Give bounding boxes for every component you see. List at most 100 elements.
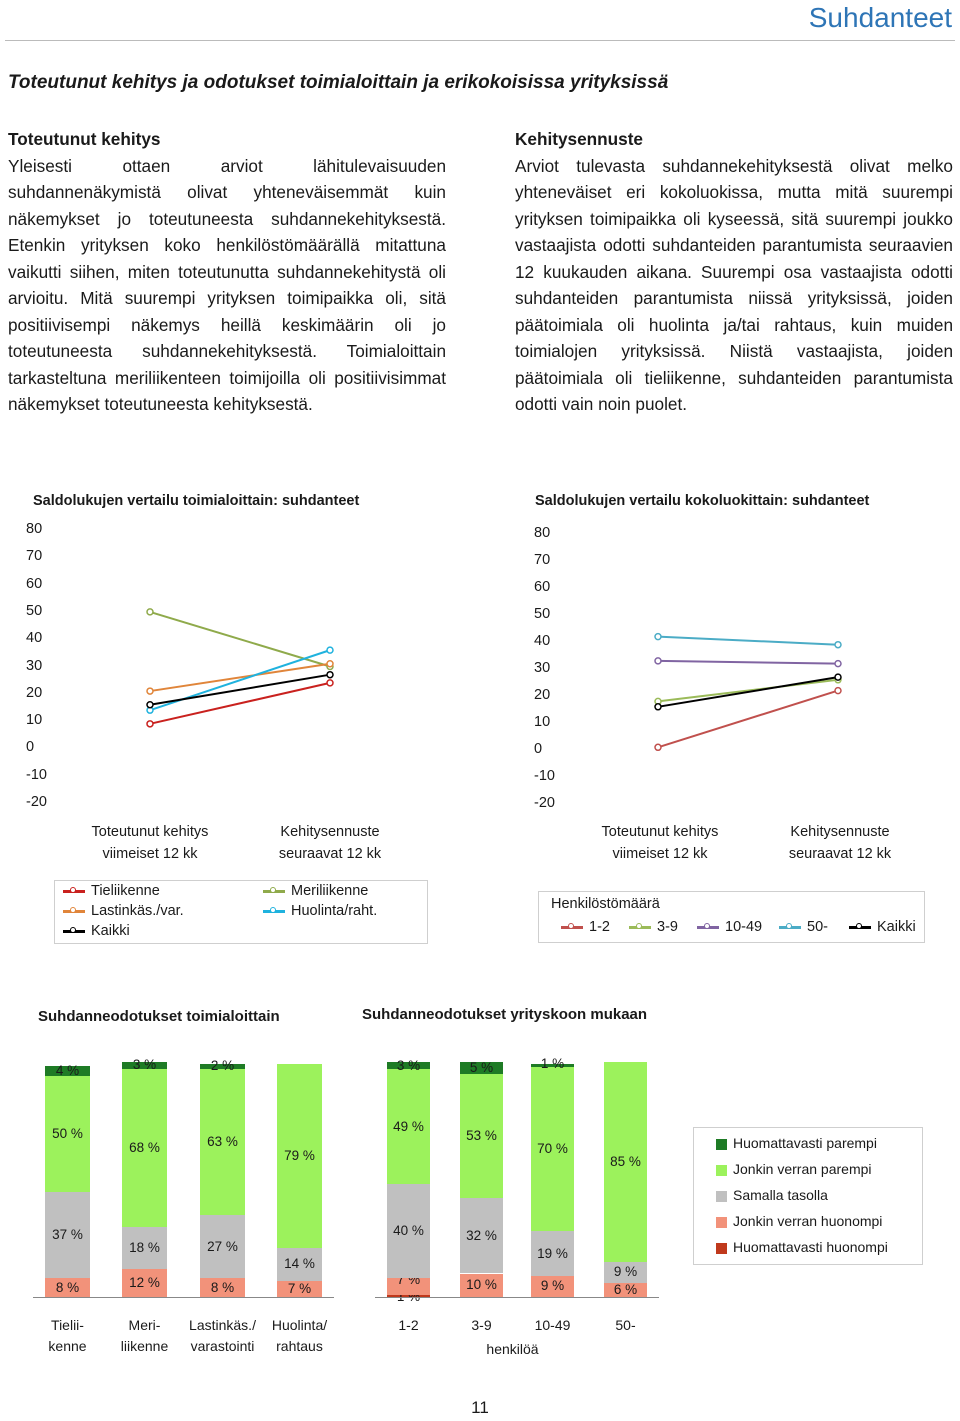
legend-item: 10-49 bbox=[697, 919, 762, 935]
bar-segment bbox=[45, 1278, 90, 1297]
y-tick-label: 10 bbox=[534, 714, 551, 730]
bar-segment bbox=[531, 1275, 574, 1297]
bar-category-label: 50- bbox=[615, 1317, 636, 1333]
left-column: Toteutunut kehitys Yleisesti ottaen arvi… bbox=[8, 126, 446, 418]
line-chart-title: Saldolukujen vertailu kokoluokittain: su… bbox=[535, 493, 870, 509]
y-tick-labels: 80 70 60 50 40 30 20 10 0 -10 -20 bbox=[0, 488, 60, 818]
bar-value-label: 70 % bbox=[537, 1140, 568, 1156]
legend-item: Meriliikenne bbox=[263, 883, 368, 899]
bar-value-label: 3 % bbox=[396, 1057, 421, 1073]
bar-segment bbox=[387, 1278, 430, 1295]
bar-value-label: 12 % bbox=[129, 1275, 160, 1291]
bar-segment bbox=[604, 1282, 647, 1297]
bar-chart-by-size: 1 % 7 % 40 % 49 % 3 % 1-2 10 % 32 % 53 % 5 % 3-9 9 … bbox=[350, 1040, 690, 1380]
bar-category-label: Huolinta/rahtaus bbox=[271, 1317, 328, 1354]
legend-swatch bbox=[716, 1216, 727, 1228]
series-line bbox=[657, 689, 839, 749]
line-chart-plot bbox=[654, 632, 842, 752]
data-point bbox=[326, 660, 334, 668]
bar-category-label: Meri-liikenne bbox=[120, 1317, 169, 1354]
bar-legend-item: Jonkin verran huonompi bbox=[716, 1213, 882, 1229]
legend-label: Huomattavasti huonompi bbox=[733, 1239, 888, 1255]
bar-segment bbox=[277, 1248, 322, 1281]
legend-swatch bbox=[716, 1242, 727, 1254]
y-tick-label: 40 bbox=[534, 633, 551, 649]
bar-chart-title-size: Suhdanneodotukset yrityskoon mukaan bbox=[362, 1006, 648, 1023]
bar-value-label: 18 % bbox=[129, 1240, 160, 1256]
bar-value-label: 79 % bbox=[284, 1148, 315, 1164]
bar-category-label: 10-49 bbox=[534, 1317, 571, 1333]
data-point bbox=[834, 659, 842, 668]
bar-chart-by-industry: 8 % 37 % 50 % 4 % Tielii-kenne 12 % 18 % 68 % 3 … bbox=[0, 1040, 350, 1380]
data-point bbox=[326, 646, 334, 654]
bar-segment bbox=[387, 1184, 430, 1279]
category-label-realized: Toteutunut kehitys viimeiset 12 kk bbox=[601, 824, 719, 862]
line-chart-by-industry: Saldolukujen vertailu toimialoittain: su… bbox=[0, 488, 480, 958]
y-tick-label: 40 bbox=[26, 630, 43, 647]
y-tick-label: 50 bbox=[26, 602, 43, 619]
data-point bbox=[146, 700, 154, 709]
bar-axis-line bbox=[375, 1297, 659, 1298]
bar-segment bbox=[200, 1278, 245, 1297]
y-tick-label: 30 bbox=[26, 657, 43, 674]
legend-title: Henkilöstömäärä bbox=[551, 896, 660, 912]
legend-swatch bbox=[716, 1164, 727, 1176]
y-tick-label: 0 bbox=[26, 739, 35, 756]
bar-segment bbox=[460, 1062, 503, 1074]
data-point bbox=[654, 657, 662, 665]
data-point bbox=[654, 632, 662, 641]
series-line bbox=[149, 673, 331, 706]
y-tick-label: 60 bbox=[534, 579, 551, 595]
y-tick-label: 80 bbox=[534, 525, 551, 541]
legend-swatch bbox=[716, 1190, 727, 1202]
series-line bbox=[657, 635, 839, 646]
data-point bbox=[654, 743, 662, 752]
bar-value-label: 9 % bbox=[613, 1264, 638, 1280]
left-heading: Toteutunut kehitys bbox=[8, 129, 161, 149]
line-chart-title: Saldolukujen vertailu toimialoittain: su… bbox=[33, 493, 360, 509]
bar-segment bbox=[531, 1066, 574, 1232]
legend-label: Jonkin verran huonompi bbox=[733, 1213, 883, 1229]
data-point bbox=[834, 686, 842, 695]
page-number: 11 bbox=[471, 1398, 489, 1417]
bar-value-label: 49 % bbox=[393, 1118, 424, 1134]
bar-segment bbox=[604, 1261, 647, 1283]
bar-segment bbox=[45, 1066, 90, 1076]
bar-segment bbox=[200, 1068, 245, 1216]
legend-item: 3-9 bbox=[629, 919, 678, 935]
y-tick-label: 0 bbox=[534, 741, 543, 757]
bar-segment bbox=[387, 1294, 430, 1297]
category-label-forecast: Kehitysennuste seuraavat 12 kk bbox=[788, 824, 892, 862]
bar-segment bbox=[200, 1215, 245, 1279]
bar-value-label: 4 % bbox=[55, 1062, 80, 1078]
page-title: Toteutunut kehitys ja odotukset toimialo… bbox=[8, 72, 669, 93]
bar-value-label: 10 % bbox=[466, 1277, 497, 1293]
y-tick-label: 10 bbox=[26, 712, 43, 729]
left-text: Yleisesti ottaen arviot lähitulevaisuude… bbox=[8, 155, 446, 415]
header-rule bbox=[5, 40, 955, 41]
bar-legend-item: Huomattavasti parempi bbox=[716, 1135, 877, 1151]
bar-value-label: 53 % bbox=[466, 1128, 497, 1144]
legend-item: Kaikki bbox=[849, 919, 916, 935]
legend-label: Jonkin verran parempi bbox=[733, 1161, 872, 1177]
y-tick-label: -10 bbox=[26, 766, 47, 783]
bar-segment bbox=[531, 1231, 574, 1276]
bar-value-label: 9 % bbox=[540, 1278, 565, 1294]
bar-legend-item: Samalla tasolla bbox=[716, 1187, 828, 1203]
bar-category-label: 3-9 bbox=[471, 1317, 492, 1333]
bar-value-label: 63 % bbox=[207, 1134, 238, 1150]
bar-value-label: 50 % bbox=[52, 1125, 83, 1141]
bar-value-label: 40 % bbox=[393, 1223, 424, 1239]
legend-item: Huolinta/raht. bbox=[263, 903, 377, 919]
line-chart-by-size: Saldolukujen vertailu kokoluokittain: su… bbox=[480, 488, 960, 958]
bar-legend-item: Huomattavasti huonompi bbox=[716, 1239, 888, 1255]
bar-segment bbox=[604, 1062, 647, 1262]
y-tick-label: 80 bbox=[26, 521, 43, 537]
bar-value-label: 37 % bbox=[52, 1227, 83, 1243]
bar-value-label: 68 % bbox=[129, 1139, 160, 1155]
bar-value-label: 1 % bbox=[540, 1055, 565, 1071]
y-tick-label: -20 bbox=[26, 794, 47, 810]
series-line bbox=[657, 659, 839, 665]
y-tick-label: 70 bbox=[534, 552, 551, 568]
bar-segment bbox=[122, 1227, 167, 1270]
